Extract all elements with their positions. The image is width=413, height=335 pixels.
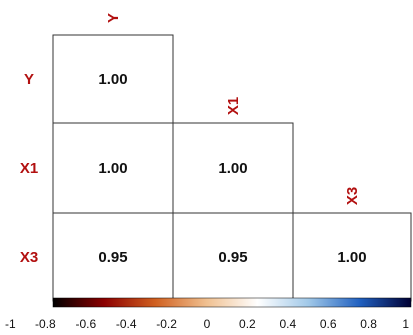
heatmap-cell-x3-x1: 0.95 <box>172 212 294 302</box>
cell-value-label: 1.00 <box>218 160 247 177</box>
colorbar-tick-label: 0.8 <box>360 317 377 331</box>
cell-rect <box>292 212 412 302</box>
colorbar-tick-label: 0.2 <box>239 317 256 331</box>
cell-value-label: 1.00 <box>98 160 127 177</box>
colorbar-tick-label: 0.6 <box>320 317 337 331</box>
column-label-y: Y <box>105 13 122 23</box>
column-label-x1: X1 <box>225 97 242 115</box>
cell-value-label: 1.00 <box>98 71 127 88</box>
colorbar-gradient <box>52 297 412 308</box>
heatmap-cell-y-y: 1.00 <box>52 34 174 124</box>
row-label-x1: X1 <box>20 160 38 177</box>
cell-value-label: 1.00 <box>337 249 366 266</box>
colorbar-tick-label: 0 <box>204 317 211 331</box>
heatmap-cell-x3-x3: 1.00 <box>292 212 412 302</box>
variable-labels: Y X1 X3 Y X1 X3 <box>20 13 361 266</box>
cell-rect <box>52 34 174 124</box>
heatmap-cell-x1-x1: 1.00 <box>172 122 294 214</box>
cell-rect <box>52 122 174 214</box>
cell-value-label: 0.95 <box>218 249 247 266</box>
row-label-x3: X3 <box>20 249 38 266</box>
colorbar-tick-label: 1 <box>402 317 409 331</box>
colorbar-tick-label: -0.6 <box>75 317 96 331</box>
colorbar-tick-label: -0.2 <box>156 317 177 331</box>
cell-rect <box>172 212 294 302</box>
colorbar-tick-label: -1 <box>5 317 16 331</box>
colorbar-tick-label: -0.4 <box>116 317 137 331</box>
colorbar-tick-label: 0.4 <box>279 317 296 331</box>
cell-rect <box>172 122 294 214</box>
colorbar: -1 -0.8 -0.6 -0.4 -0.2 0 0.2 0.4 0.6 0.8 1 <box>5 297 412 331</box>
colorbar-tick-label: -0.8 <box>35 317 56 331</box>
cell-rect <box>52 212 174 302</box>
heatmap-cell-x1-y: 1.00 <box>52 122 174 214</box>
cell-value-label: 0.95 <box>98 249 127 266</box>
heatmap-cells: 1.00 1.00 1.00 0.95 0.95 1.00 <box>52 34 412 302</box>
row-label-y: Y <box>24 71 34 88</box>
column-label-x3: X3 <box>344 187 361 205</box>
heatmap-cell-x3-y: 0.95 <box>52 212 174 302</box>
